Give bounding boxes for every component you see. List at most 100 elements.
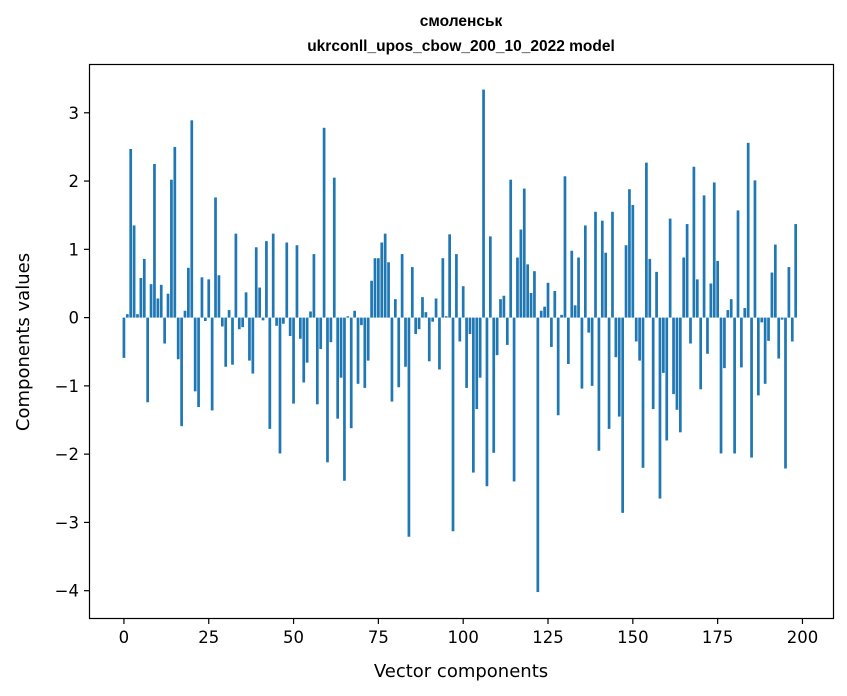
- y-tick-label: 1: [69, 240, 80, 259]
- bar-147: [621, 317, 625, 513]
- bar-44: [271, 233, 275, 318]
- bar-159: [662, 317, 665, 373]
- bar-8: [149, 284, 153, 318]
- bar-107: [485, 317, 489, 487]
- bar-46: [278, 317, 282, 454]
- bar-123: [539, 310, 543, 318]
- bar-161: [668, 218, 672, 318]
- bar-93: [438, 317, 441, 370]
- bar-94: [441, 258, 445, 318]
- bar-10: [156, 298, 160, 318]
- x-axis-label: Vector components: [374, 661, 548, 682]
- bar-174: [712, 182, 716, 318]
- bar-66: [346, 316, 350, 318]
- bar-120: [529, 293, 533, 318]
- bar-9: [153, 163, 156, 318]
- bar-177: [723, 317, 726, 369]
- bar-181: [736, 210, 740, 318]
- bar-65: [343, 317, 346, 481]
- bar-179: [729, 299, 733, 318]
- bar-168: [692, 166, 696, 318]
- bar-157: [655, 271, 658, 318]
- bar-86: [414, 317, 418, 334]
- bar-33: [234, 233, 238, 318]
- bar-72: [366, 317, 370, 361]
- bar-151: [634, 317, 638, 342]
- bar-111: [499, 299, 502, 318]
- bar-102: [468, 317, 472, 334]
- bars-group: [122, 89, 798, 593]
- bar-119: [526, 264, 530, 318]
- bar-76: [380, 242, 384, 318]
- bar-195: [784, 317, 787, 469]
- bar-187: [757, 317, 760, 396]
- bar-191: [770, 272, 774, 318]
- bar-12: [163, 317, 166, 344]
- bar-89: [424, 312, 428, 318]
- bar-92: [434, 298, 438, 318]
- bar-175: [716, 260, 719, 318]
- bar-144: [611, 211, 614, 318]
- bar-73: [370, 280, 373, 318]
- bar-82: [400, 254, 404, 318]
- bar-84: [407, 317, 411, 537]
- bar-103: [472, 317, 475, 473]
- bar-97: [451, 317, 455, 532]
- bar-155: [648, 258, 652, 318]
- bar-184: [746, 142, 750, 318]
- bar-3: [132, 225, 136, 318]
- bar-165: [682, 257, 686, 318]
- bar-52: [298, 317, 302, 339]
- bar-113: [505, 317, 509, 345]
- bar-0: [122, 317, 126, 358]
- bar-164: [678, 317, 682, 433]
- bar-32: [231, 317, 234, 365]
- bar-40: [258, 287, 261, 318]
- bar-171: [702, 195, 706, 318]
- bar-133: [573, 305, 577, 318]
- bar-75: [377, 258, 380, 318]
- bar-95: [444, 316, 448, 318]
- bar-100: [461, 286, 465, 318]
- bar-145: [614, 317, 618, 358]
- bar-142: [604, 252, 608, 318]
- bar-91: [431, 317, 435, 322]
- bar-189: [763, 317, 767, 384]
- bar-172: [706, 317, 709, 354]
- bar-109: [492, 317, 496, 453]
- bar-61: [329, 317, 333, 343]
- bar-49: [288, 317, 292, 337]
- bar-15: [173, 146, 177, 318]
- bar-176: [719, 317, 723, 454]
- bar-188: [760, 317, 764, 323]
- bar-118: [522, 188, 526, 318]
- bar-160: [665, 317, 669, 441]
- bar-149: [628, 189, 631, 318]
- bar-143: [607, 317, 611, 429]
- bar-87: [417, 317, 421, 330]
- bar-116: [516, 257, 519, 318]
- bar-129: [560, 314, 563, 318]
- bar-152: [638, 317, 641, 361]
- bar-56: [312, 254, 316, 318]
- bar-166: [685, 224, 689, 318]
- bar-193: [777, 317, 781, 359]
- bar-11: [159, 284, 163, 318]
- chart-subtitle: ukrconll_upos_cbow_200_10_2022 model: [307, 38, 615, 55]
- x-ticks-group: 0 25 50 75 100 125 150 175 200: [119, 618, 818, 647]
- y-tick-label: 2: [69, 172, 80, 191]
- bar-69: [356, 317, 360, 384]
- bar-114: [509, 179, 513, 318]
- bar-117: [519, 229, 523, 318]
- bar-130: [563, 176, 567, 318]
- bar-53: [302, 317, 306, 383]
- bar-121: [533, 271, 536, 318]
- bar-22: [197, 317, 200, 408]
- bar-150: [631, 204, 635, 318]
- bar-173: [709, 283, 713, 318]
- x-tick-label: 75: [368, 628, 389, 647]
- bar-99: [458, 317, 462, 342]
- bar-196: [787, 267, 791, 318]
